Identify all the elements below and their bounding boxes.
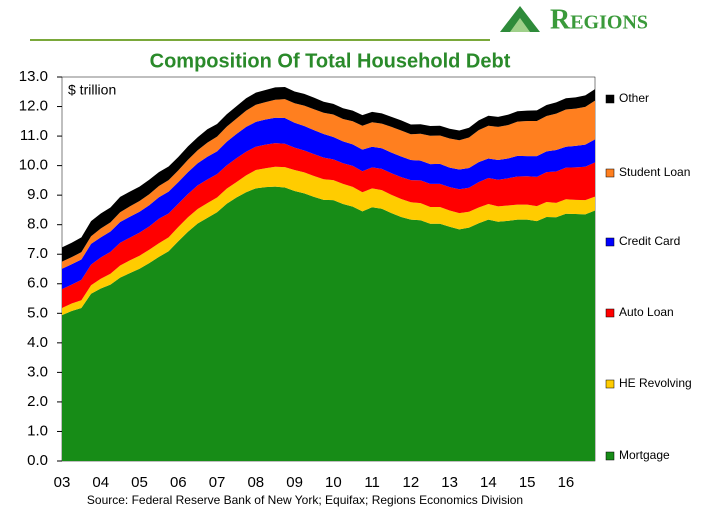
area: [62, 117, 595, 290]
x-tick-label: 08: [247, 474, 264, 491]
unit-label: $ trillion: [68, 82, 116, 98]
y-tick-label: 6.0: [27, 275, 48, 292]
x-tick-label: 15: [519, 474, 536, 491]
legend-swatch: [605, 237, 615, 247]
legend-label: HE Revolving: [619, 376, 692, 390]
legend-label: Mortgage: [619, 448, 670, 462]
y-tick-label: 12.0: [19, 98, 48, 115]
area: [62, 186, 595, 461]
legend-swatch: [605, 168, 615, 178]
legend-label: Other: [619, 91, 649, 105]
chart-title: Composition Of Total Household Debt: [150, 50, 511, 72]
legend-label: Student Loan: [619, 165, 690, 179]
legend-label: Credit Card: [619, 234, 680, 248]
y-tick-label: 4.0: [27, 334, 48, 351]
y-tick-label: 13.0: [19, 68, 48, 85]
legend-swatch: [605, 451, 615, 461]
x-tick-label: 05: [131, 474, 148, 491]
y-tick-label: 11.0: [20, 127, 48, 144]
y-tick-label: 8.0: [27, 216, 48, 233]
y-tick-label: 3.0: [27, 363, 48, 380]
x-tick-label: 12: [403, 474, 420, 491]
x-tick-label: 16: [558, 474, 575, 491]
y-tick-label: 10.0: [19, 157, 48, 174]
legend-label: Auto Loan: [619, 305, 674, 319]
x-tick-label: 10: [325, 474, 342, 491]
legend-swatch: [605, 94, 615, 104]
y-tick-label: 0.0: [27, 452, 48, 469]
y-tick-label: 7.0: [27, 245, 48, 262]
x-tick-label: 07: [209, 474, 226, 491]
x-tick-label: 06: [170, 474, 187, 491]
x-tick-label: 13: [441, 474, 458, 491]
area: [62, 166, 595, 316]
area: [62, 87, 595, 262]
y-tick-label: 1.0: [27, 422, 48, 439]
legend-swatch: [605, 308, 615, 318]
brand: Regions: [550, 4, 648, 35]
x-tick-label: 14: [480, 474, 497, 491]
area: [62, 99, 595, 269]
x-tick-label: 03: [54, 474, 71, 491]
x-tick-label: 09: [286, 474, 303, 491]
area: [62, 143, 595, 308]
x-tick-label: 11: [364, 474, 380, 491]
legend-swatch: [605, 379, 615, 389]
y-tick-label: 2.0: [27, 393, 48, 410]
y-tick-label: 9.0: [27, 186, 48, 203]
source: Source: Federal Reserve Bank of New York…: [87, 493, 523, 507]
x-tick-label: 04: [92, 474, 109, 491]
y-tick-label: 5.0: [27, 304, 48, 321]
logo-icon-inner: [510, 18, 530, 32]
